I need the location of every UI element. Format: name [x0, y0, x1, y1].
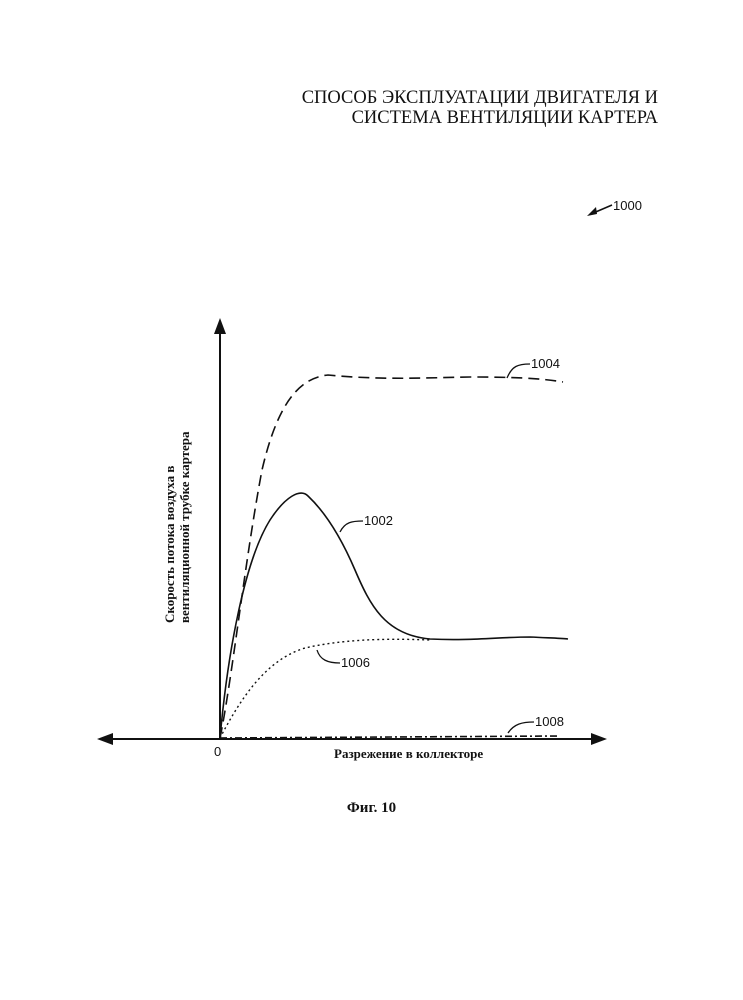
y-axis-label-line-1: Скорость потока воздуха в — [162, 466, 177, 623]
label-1004: 1004 — [531, 356, 560, 371]
x-axis-left-arrowhead — [97, 733, 113, 745]
origin-label: 0 — [214, 744, 221, 759]
leader-1008 — [508, 722, 534, 733]
y-axis-label: Скорость потока воздуха в вентиляционной… — [162, 431, 192, 623]
curve-1004 — [220, 375, 563, 738]
label-1008: 1008 — [535, 714, 564, 729]
x-axis-label: Разрежение в коллекторе — [334, 746, 483, 761]
leader-1002 — [340, 521, 363, 532]
leader-1004 — [507, 364, 530, 378]
leader-1006 — [317, 650, 340, 663]
figure-caption: Фиг. 10 — [0, 800, 743, 817]
figure-reference-arrowhead — [587, 207, 597, 216]
curve-1006 — [220, 639, 430, 738]
x-axis-right-arrowhead — [591, 733, 607, 745]
curve-1008 — [220, 736, 560, 738]
label-1002: 1002 — [364, 513, 393, 528]
y-axis-arrowhead — [214, 318, 226, 334]
y-axis-label-line-2: вентиляционной трубке картера — [177, 431, 192, 623]
curve-1002 — [220, 493, 568, 738]
label-1006: 1006 — [341, 655, 370, 670]
